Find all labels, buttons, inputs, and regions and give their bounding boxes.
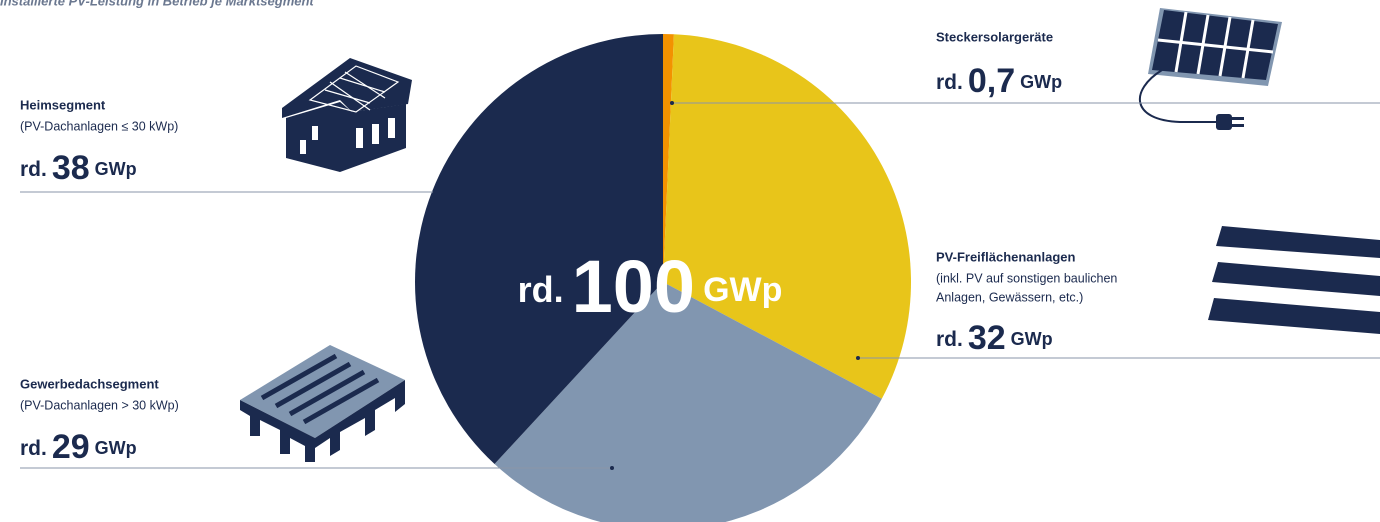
leader-dot (610, 466, 614, 470)
solar-field-icon (1208, 226, 1380, 334)
total-unit: GWp (703, 271, 782, 309)
value-prefix: rd. (936, 328, 963, 351)
chart: Installierte PV-Leistung in Betrieb je M… (0, 0, 1380, 522)
value-number: 0,7 (968, 62, 1015, 100)
value-unit: GWp (1020, 72, 1062, 92)
segment-note: Anlagen, Gewässern, etc.) (936, 290, 1083, 304)
value-prefix: rd. (20, 437, 47, 460)
value-unit: GWp (1011, 329, 1053, 349)
total-prefix: rd. (518, 269, 564, 310)
value-unit: GWp (95, 438, 137, 458)
segment-name: Gewerbedachsegment (20, 376, 159, 391)
segment-name: Steckersolargeräte (936, 29, 1053, 44)
segment-note: (PV-Dachanlagen ≤ 30 kWp) (20, 119, 178, 133)
segment-note: (inkl. PV auf sonstigen baulichen (936, 271, 1117, 285)
value-prefix: rd. (20, 158, 47, 181)
value-number: 32 (968, 319, 1006, 357)
plug-solar-icon (1140, 8, 1282, 130)
commercial-icon (240, 345, 405, 462)
leader-dot (670, 101, 674, 105)
value-unit: GWp (95, 159, 137, 179)
segment-name: Heimsegment (20, 97, 106, 112)
house-icon (282, 58, 412, 172)
total-value: 100 (572, 245, 695, 328)
leader-dot (433, 190, 437, 194)
value-number: 38 (52, 149, 90, 187)
value-number: 29 (52, 428, 90, 466)
value-prefix: rd. (936, 71, 963, 94)
segment-name: PV-Freiflächenanlagen (936, 249, 1075, 264)
segment-note: (PV-Dachanlagen > 30 kWp) (20, 398, 179, 412)
chart-title: Installierte PV-Leistung in Betrieb je M… (0, 0, 314, 8)
leader-dot (856, 356, 860, 360)
